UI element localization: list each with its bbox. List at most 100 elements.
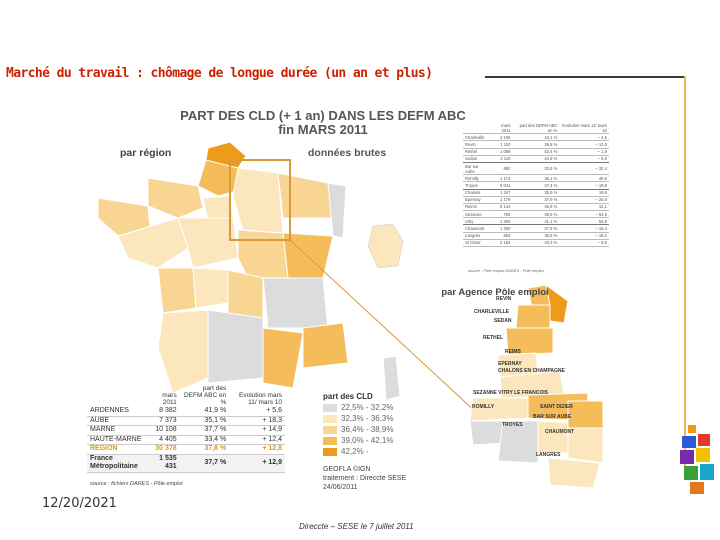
- map-region-paysdeloire: [117, 217, 189, 269]
- legend-swatch: [323, 425, 337, 434]
- table-cell: 983: [490, 232, 513, 240]
- agency-label: ROMILLY: [472, 404, 495, 410]
- agency-bar-sur-aube: [537, 420, 569, 454]
- table-cell: – 19,2: [559, 232, 609, 240]
- legend-label: 36,4% - 38,9%: [341, 425, 394, 434]
- table-cell: 1 347: [490, 189, 513, 197]
- table-header-cell: [463, 122, 491, 135]
- table-cell: 1 300: [490, 224, 513, 233]
- department-table-source: source : fichiers DARES - Pôle emploi: [90, 481, 183, 487]
- table-cell: 862: [490, 162, 513, 176]
- map-region-alsace: [327, 182, 347, 239]
- table-row: Reims 5 144 36,6 % 12,1: [463, 203, 609, 212]
- inset-map: [367, 223, 404, 269]
- by-agency-label: par Agence Pôle emploi: [441, 287, 549, 298]
- table-header-cell: mars 2011: [162, 392, 177, 406]
- legend-item: 39,0% - 42,1%: [323, 436, 393, 446]
- table-row: St Dizier 2 184 40,3 % – 9,5: [463, 239, 609, 248]
- legend-title: part des CLD: [323, 392, 373, 401]
- table-cell: 12,1: [559, 203, 609, 212]
- figure-title: PART DES CLD (+ 1 an) DANS LES DEFM ABC …: [173, 109, 473, 137]
- table-cell: Bar sur Aube: [463, 162, 491, 176]
- agency-label: RETHEL: [483, 335, 503, 341]
- table-row: Charleville 2 165 42,1 % – 4,5: [463, 133, 609, 142]
- raw-data-label: données brutes: [308, 147, 387, 159]
- table-cell: Charleville: [463, 133, 491, 142]
- table-cell: 2 165: [490, 133, 513, 142]
- agency-label: CHAUMONT: [545, 429, 575, 435]
- table-header-cell: [87, 384, 152, 407]
- table-cell: MARNE: [87, 425, 152, 436]
- agency-label: CHARLEVILLE: [474, 309, 509, 315]
- title-rule: [485, 76, 685, 78]
- agency-charleville: [515, 304, 551, 329]
- table-row: Bar sur Aube 862 33,6 % – 32,4: [463, 162, 609, 176]
- table-cell: 36,1 %: [512, 174, 560, 183]
- table-cell: 4 405: [151, 435, 180, 445]
- table-cell: + 18,3: [229, 416, 285, 426]
- table-cell: 1 179: [490, 196, 513, 204]
- table-row: Chaumont 1 300 37,6 % – 15,4: [463, 224, 609, 233]
- table-row: ARDENNES 8 382 41,9 % + 5,6: [87, 407, 285, 417]
- table-cell: 19,9: [559, 189, 609, 197]
- table-cell: 37,8 %: [179, 444, 230, 455]
- table-row: Langres 983 35,9 % – 19,2: [463, 232, 609, 240]
- map-region-languedoc: [262, 327, 304, 389]
- legend-label: 42,2% -: [341, 447, 369, 456]
- table-cell: + 12,4: [229, 435, 285, 445]
- agency-label: REVIN: [496, 296, 512, 302]
- table-cell: 30 378: [151, 444, 180, 455]
- legend-item: 36,4% - 38,9%: [323, 425, 393, 435]
- agency-label: EPERNAY: [498, 361, 522, 367]
- table-cell: 38,8 %: [512, 140, 560, 149]
- table-row: Rethel 1 089 42,4 % – 1,9: [463, 148, 609, 156]
- table-cell: + 12,9: [229, 454, 285, 473]
- figure-title-line2: fin MARS 2011: [278, 122, 368, 137]
- table-cell: 1 110: [490, 140, 513, 149]
- table-cell: Chalons: [463, 189, 491, 197]
- agency-sedan: [545, 283, 569, 324]
- table-cell: 44,9 %: [512, 155, 560, 163]
- map-credit: GEOFLA ©IGN traitement : Direccte SESE 2…: [323, 465, 443, 492]
- table-cell: Revin: [463, 140, 491, 149]
- table-cell: 36,5 %: [512, 210, 560, 219]
- table-cell: Sedan: [463, 155, 491, 163]
- legend-label: 22,5% - 32,2%: [341, 403, 394, 412]
- credit-line: 24/06/2011: [323, 484, 358, 491]
- table-cell: 1 172: [490, 174, 513, 183]
- table-cell: 33,4 %: [179, 435, 230, 445]
- agency-saint-dizier: [567, 400, 604, 429]
- table-cell: 37,7 %: [179, 454, 230, 473]
- table-cell: 5 041: [490, 181, 513, 190]
- legend-swatch: [323, 447, 337, 456]
- table-cell: – 1,9: [559, 148, 609, 156]
- table-row: Sezanne 759 36,5 % – 54,9: [463, 210, 609, 219]
- map-region-corse: [382, 355, 401, 401]
- figure-title-line1: PART DES CLD (+ 1 an) DANS LES DEFM ABC: [180, 108, 466, 123]
- by-region-label: par région: [120, 147, 172, 159]
- table-row: REGION 30 378 37,8 % + 12,8: [87, 444, 285, 455]
- table-row: France Métropolitaine 1 535 431 37,7 % + 12…: [87, 454, 285, 473]
- table-cell: 41,1 %: [512, 217, 560, 226]
- table-cell: 35,1 %: [179, 416, 230, 426]
- legend-swatch: [323, 436, 337, 445]
- credit-line: traitement : Direccte SESE: [323, 475, 407, 482]
- table-cell: 42,1 %: [512, 133, 560, 142]
- department-data-table: mars 2011 part des DEFM ABC en % Evolution…: [87, 384, 285, 473]
- table-cell: HAUTE-MARNE: [87, 435, 152, 445]
- table-cell: 35,9 %: [512, 189, 560, 197]
- table-row: AUBE 7 373 35,1 % + 18,3: [87, 416, 285, 426]
- table-row: Vitry 1 309 41,1 % 54,6: [463, 217, 609, 226]
- table-cell: 7 373: [151, 416, 180, 426]
- table-cell: 10 108: [151, 425, 180, 436]
- agency-label: TROYES: [502, 422, 523, 428]
- legend-item: 42,2% -: [323, 447, 369, 457]
- map-region-aquitaine: [157, 309, 209, 394]
- agency-label: LANGRES: [536, 452, 561, 458]
- legend-swatch: [323, 414, 337, 423]
- table-cell: Vitry: [463, 217, 491, 226]
- table-cell: 41,9 %: [179, 407, 230, 417]
- table-cell: Sezanne: [463, 210, 491, 219]
- table-cell: 2 184: [490, 239, 513, 248]
- table-cell: AUBE: [87, 416, 152, 426]
